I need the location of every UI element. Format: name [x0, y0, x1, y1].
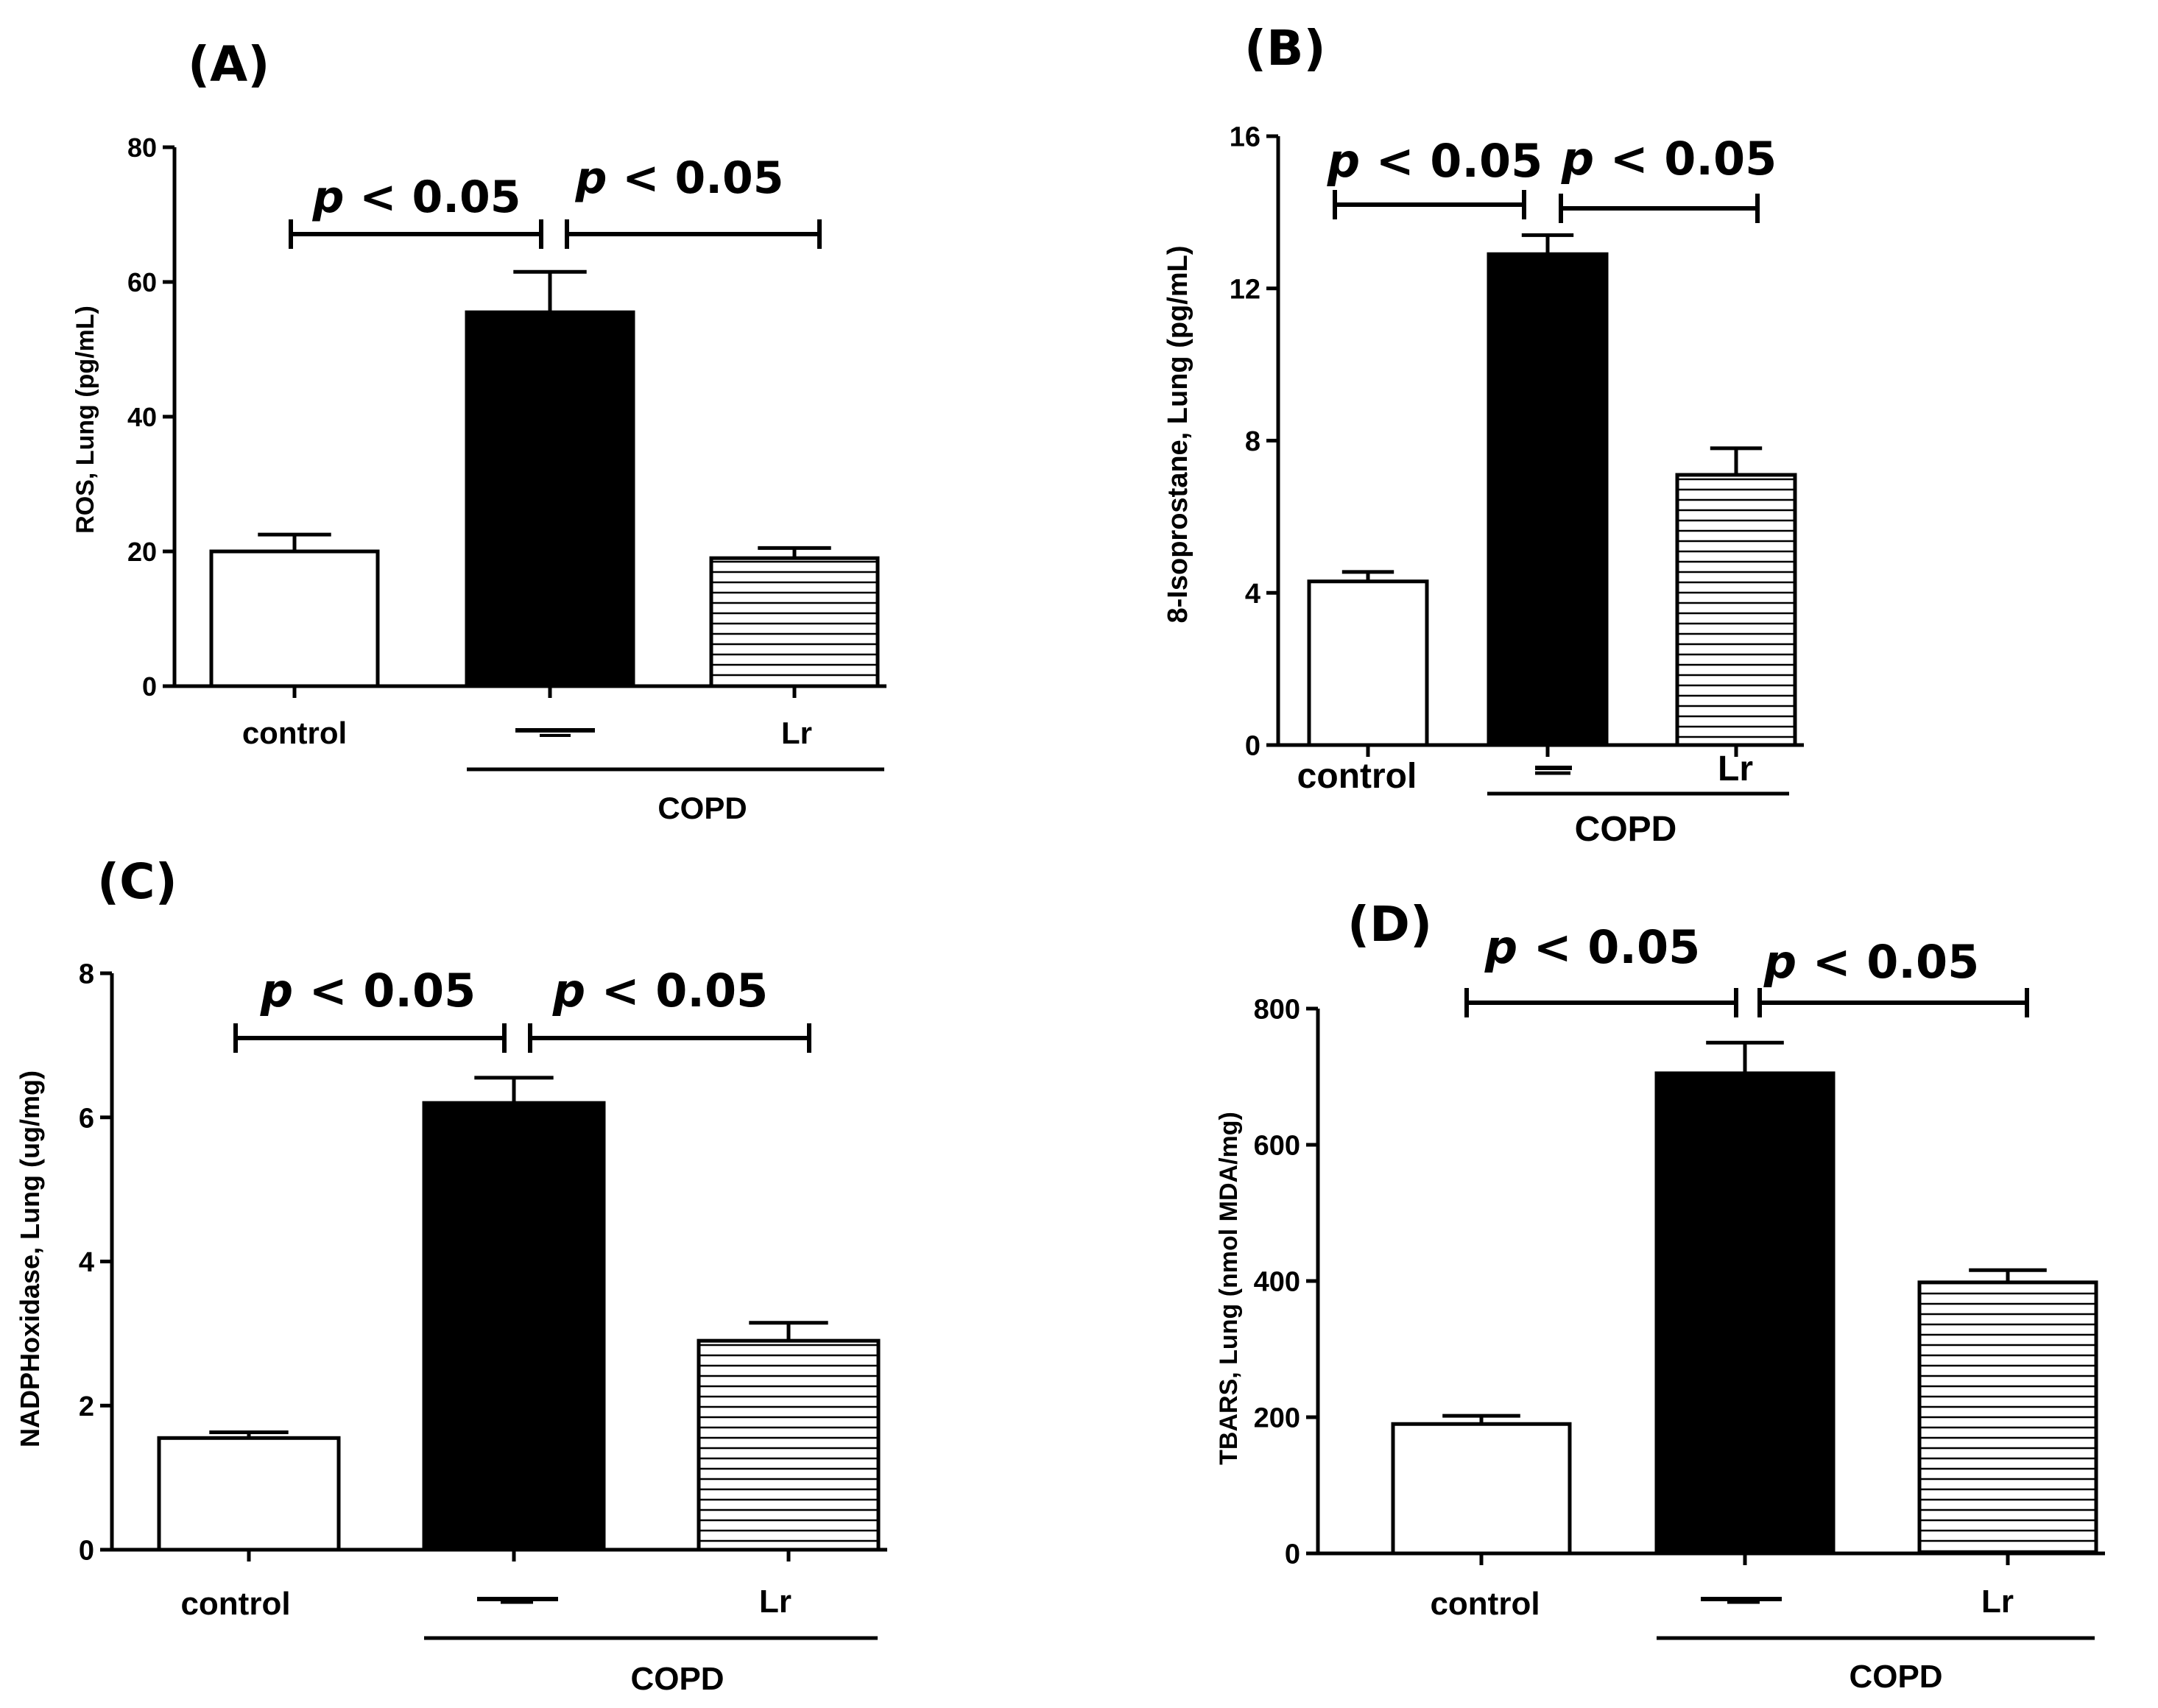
panel-label: (A) [188, 36, 269, 93]
y-tick-label: 40 [127, 402, 157, 432]
category-label-control: control [1297, 757, 1417, 796]
category-label-lr: Lr [781, 716, 812, 750]
panel-label: (C) [97, 853, 177, 910]
bar-1 [157, 1436, 341, 1552]
y-tick-label: 800 [1254, 995, 1300, 1026]
y-tick-label: 0 [142, 671, 157, 702]
y-tick-label: 2 [79, 1391, 94, 1422]
y-tick-label: 6 [79, 1103, 94, 1134]
category-label-lr: Lr [1981, 1584, 2014, 1620]
panel-d: (D) TBARS, Lung (nmol MDA/mg) control — … [1215, 896, 2105, 1695]
group-label-copd: COPD [1849, 1659, 1942, 1695]
y-axis-label: ROS, Lung (pg/mL) [71, 306, 99, 534]
y-axis-label: NADPHoxidase, Lung (ug/mg) [15, 1070, 45, 1447]
y-tick-label: 12 [1230, 274, 1260, 305]
category-label-control: control [1430, 1586, 1540, 1622]
category-label-copd-untreated: — [1535, 752, 1570, 791]
y-tick-label: 0 [1245, 731, 1260, 762]
bar-3 [697, 1338, 881, 1552]
bar-2 [422, 1101, 606, 1552]
bar-2 [465, 310, 635, 688]
bar-1 [209, 549, 380, 688]
panel-c: (C) NADPHoxidase, Lung (ug/mg) control —… [15, 853, 887, 1697]
significance-label-2: p < 0.05 [1763, 935, 1979, 989]
group-label-copd: COPD [1575, 810, 1677, 849]
panel-b: (B) 8-Isoprostane, Lung (pg/mL) control … [1163, 20, 1804, 849]
significance-label-1: p < 0.05 [260, 964, 476, 1017]
significance-label-1: p < 0.05 [1327, 134, 1542, 188]
bar-1 [1307, 579, 1429, 747]
y-tick-label: 80 [127, 133, 157, 163]
group-label-copd: COPD [657, 791, 747, 825]
y-tick-label: 4 [1245, 579, 1260, 610]
y-axis-label: TBARS, Lung (nmol MDA/mg) [1215, 1112, 1243, 1465]
y-tick-label: 400 [1254, 1267, 1300, 1298]
panel-label: (D) [1347, 896, 1432, 953]
group-label-copd: COPD [630, 1661, 724, 1697]
significance-label-2: p < 0.05 [574, 152, 783, 204]
significance-label-1: p < 0.05 [311, 172, 521, 223]
panel-a: (A) ROS, Lung (pg/mL) control — Lr COPD … [71, 36, 886, 825]
y-tick-label: 20 [127, 537, 157, 567]
category-label-control: control [242, 716, 347, 750]
y-tick-label: 8 [1245, 426, 1260, 457]
bar-3 [709, 556, 880, 688]
bar-3 [1917, 1280, 2098, 1556]
y-tick-label: 4 [79, 1247, 94, 1278]
bar-2 [1654, 1071, 1836, 1556]
y-tick-label: 16 [1230, 122, 1260, 153]
category-label-control: control [180, 1586, 290, 1622]
bar-3 [1675, 473, 1797, 747]
significance-label-2: p < 0.05 [1561, 132, 1777, 186]
y-tick-label: 200 [1254, 1403, 1300, 1434]
panel-label: (B) [1244, 20, 1326, 77]
y-tick-label: 0 [1285, 1539, 1300, 1570]
bar-1 [1391, 1422, 1572, 1556]
bar-2 [1487, 252, 1609, 747]
y-tick-label: 60 [127, 267, 157, 297]
y-tick-label: 0 [79, 1536, 94, 1567]
category-label-copd-untreated: — [540, 716, 571, 750]
significance-label-2: p < 0.05 [552, 964, 768, 1017]
category-label-lr: Lr [759, 1584, 791, 1620]
y-tick-label: 600 [1254, 1131, 1300, 1162]
y-tick-label: 8 [79, 959, 94, 990]
y-axis-label: 8-Isoprostane, Lung (pg/mL) [1163, 246, 1193, 624]
significance-label-1: p < 0.05 [1484, 920, 1700, 974]
